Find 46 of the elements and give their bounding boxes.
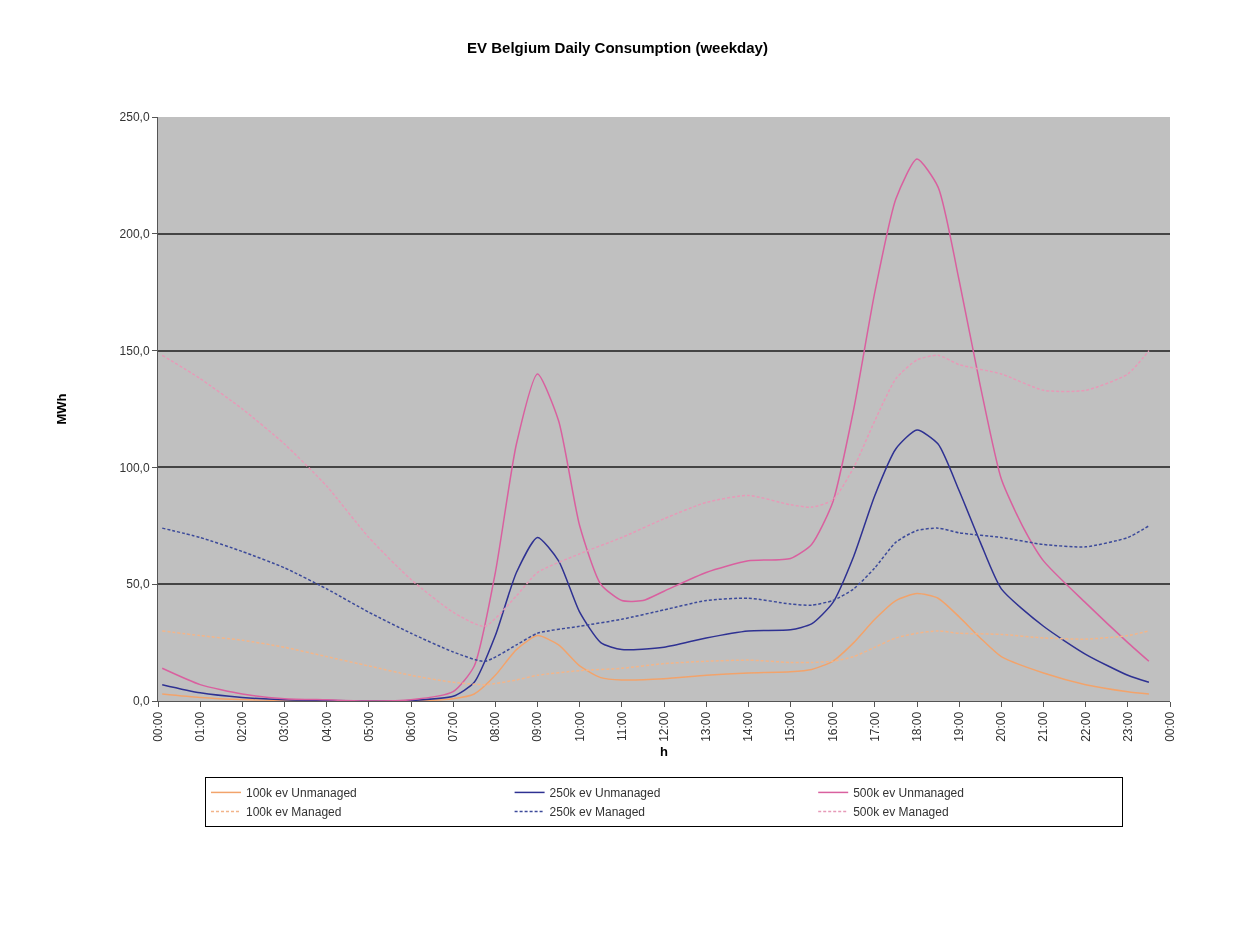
y-tick-label: 100,0 [119,460,150,475]
x-tick-label: 01:00 [193,711,208,742]
x-tick-label: 12:00 [656,711,671,742]
x-tick-label: 00:00 [1162,711,1177,742]
x-tick-label: 08:00 [488,711,503,742]
x-tick-label: 22:00 [1078,711,1093,742]
legend-label: 500k ev Unmanaged [853,786,964,801]
x-tick-label: 15:00 [783,711,798,742]
x-tick-label: 23:00 [1120,711,1135,742]
x-tick-label: 05:00 [361,711,376,742]
line-series [161,630,1150,686]
line-series [161,349,1150,627]
line-series [161,158,1150,701]
x-tick-label: 19:00 [952,711,967,742]
x-tick-label: 20:00 [994,711,1009,742]
x-tick-label: 00:00 [150,711,165,742]
chart-title: EV Belgium Daily Consumption (weekday) [467,38,768,56]
x-tick-label: 02:00 [235,711,250,742]
x-tick-label: 04:00 [319,711,334,742]
x-tick-label: 11:00 [614,711,629,741]
x-tick-label: 16:00 [825,711,840,742]
x-tick-label: 06:00 [403,711,418,742]
x-tick-label: 21:00 [1036,711,1051,742]
x-tick-label: 09:00 [530,711,545,742]
x-tick-label: 07:00 [446,711,461,742]
x-tick-label: 14:00 [741,711,756,742]
x-tick-label: 17:00 [867,711,882,742]
legend-label: 250k ev Managed [549,805,646,820]
y-tick-label: 200,0 [119,227,150,241]
y-tick-label: 50,0 [126,577,150,592]
x-tick-label: 03:00 [277,711,292,742]
legend-label: 250k ev Unmanaged [549,786,661,801]
line-series [161,525,1150,663]
x-tick-label: 13:00 [699,711,714,742]
y-tick-label: 250,0 [119,110,150,125]
y-tick-label: 150,0 [119,343,150,358]
x-axis-title: h [660,743,669,759]
x-tick-label: 18:00 [909,711,924,742]
line-series [161,429,1150,701]
legend-label: 500k ev Managed [853,805,949,820]
y-axis-title: MWh [53,393,69,425]
line-series [161,592,1150,701]
legend-label: 100k ev Unmanaged [246,786,357,801]
y-tick-label: 0,0 [132,694,150,709]
x-tick-label: 10:00 [572,711,587,742]
legend-label: 100k ev Managed [246,805,342,820]
